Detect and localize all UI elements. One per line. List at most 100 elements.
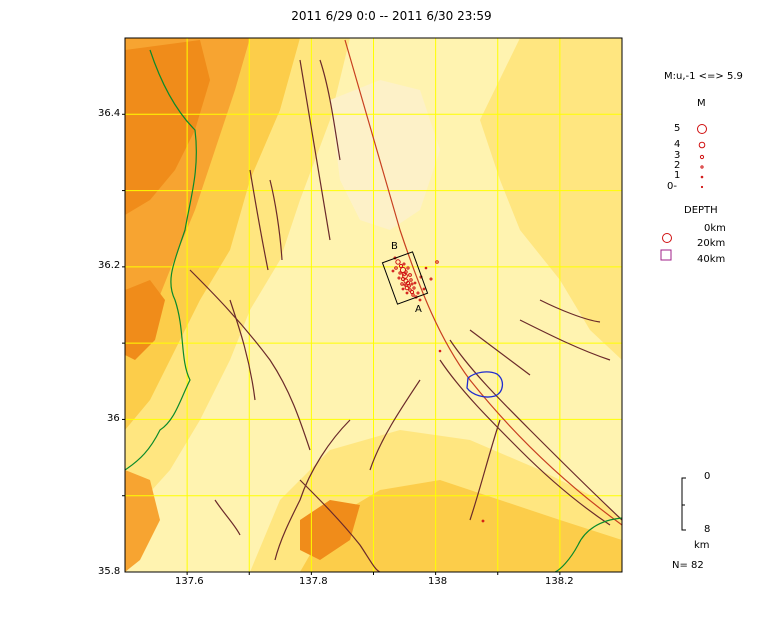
mag-3-symbol	[699, 154, 705, 160]
epicenter-marker	[409, 278, 413, 282]
epicenter-marker	[406, 266, 410, 270]
suwa-lake	[466, 371, 504, 398]
lat-tick-label: 36.2	[98, 260, 121, 271]
lon-tick-label: 138.2	[545, 576, 574, 587]
depth-scale-bracket	[681, 477, 686, 531]
epicenter-marker	[403, 283, 407, 287]
epicenter-marker	[398, 263, 404, 269]
prefecture-border-west	[125, 49, 197, 471]
epicenter-marker	[438, 349, 442, 353]
lat-tick-label: 35.8	[98, 566, 121, 577]
depth-level-label: 40km	[697, 254, 726, 265]
epicenter-marker	[404, 285, 410, 291]
graticule	[125, 38, 622, 572]
relief-layer	[125, 38, 622, 572]
epicenter-marker	[411, 293, 415, 297]
lon-tick-label: 137.8	[299, 576, 328, 587]
epicenter-marker	[402, 262, 406, 266]
epicenter-marker	[394, 266, 398, 270]
epicenter-marker	[481, 519, 485, 523]
epicenter-marker	[398, 271, 402, 275]
epicenter-marker	[429, 277, 433, 281]
fault-lines	[189, 59, 622, 572]
epicenter-marker	[401, 287, 405, 291]
event-count: N= 82	[672, 560, 704, 571]
depth-20km-symbol	[660, 249, 672, 261]
epicenter-marker	[418, 298, 422, 302]
epicenter-marker	[413, 281, 417, 285]
fault-trace	[229, 299, 256, 401]
epicenter-marker	[395, 259, 401, 265]
epicenter-marker	[397, 276, 401, 280]
cross-section-box	[381, 251, 429, 305]
fault-trace	[449, 339, 622, 521]
fault-trace	[269, 179, 283, 261]
mag-level-label: 4	[674, 139, 681, 150]
lat-tick-label: 36.4	[98, 108, 121, 119]
mag-level-label: 1	[674, 170, 681, 181]
fault-trace	[319, 59, 341, 161]
depth-scale-bar	[681, 477, 686, 531]
magnitude-legend-symbols	[697, 124, 707, 189]
mag-level-label: 5	[674, 123, 681, 134]
scale-top-label: 0	[704, 471, 711, 482]
relief-mid-zone-east	[480, 38, 622, 360]
lat-tick-label: 36	[107, 413, 120, 424]
epicenter-marker	[435, 260, 439, 264]
depth-level-label: 0km	[704, 223, 726, 234]
prefecture-border-southeast	[554, 517, 622, 572]
mag-0-symbol	[700, 185, 704, 189]
fault-trace	[299, 479, 381, 572]
epicenter-marker	[412, 286, 416, 290]
mag-level-label: 2	[674, 160, 681, 171]
depth-0km-symbol	[662, 233, 672, 243]
fault-trace	[469, 419, 501, 521]
mag-4-symbol	[698, 141, 706, 149]
magnitude-range: M:u,-1 <=> 5.9	[664, 71, 743, 82]
lon-tick-label: 138	[428, 576, 448, 587]
fault-trace	[469, 329, 531, 376]
epicenter-marker	[404, 270, 408, 274]
figure-title: 2011 6/29 0:0 -- 2011 6/30 23:59	[291, 9, 492, 23]
fault-trace	[214, 499, 241, 536]
axis-ticks	[122, 113, 561, 575]
fault-trace	[439, 359, 611, 526]
scale-bottom-label: 8	[704, 524, 711, 535]
mag-level-label: 0-	[667, 181, 677, 192]
depth-level-label: 20km	[697, 238, 726, 249]
epicenter-marker	[405, 291, 409, 295]
epicenter-marker	[410, 282, 414, 286]
mag-2-symbol	[700, 165, 704, 169]
relief-peak-zone-west	[125, 280, 165, 360]
epicenter-marker	[408, 288, 412, 292]
epicenter-marker	[409, 289, 415, 295]
fault-trace	[539, 299, 601, 323]
epicenter-marker	[400, 282, 404, 286]
fault-trace	[274, 419, 351, 561]
epicenter-marker	[402, 273, 408, 279]
epicenter-marker	[391, 269, 395, 273]
fault-trace	[189, 269, 311, 451]
relief-peak-zone-south	[300, 500, 360, 560]
relief-high-zone-se	[300, 480, 622, 572]
mag-level-label: 3	[674, 150, 681, 161]
scale-unit-label: km	[694, 540, 710, 551]
fault-trace	[299, 59, 331, 241]
epicenter-marker	[408, 273, 412, 277]
section-label-b: B	[391, 241, 398, 252]
basin-lowland	[330, 80, 440, 230]
active-fault-line	[344, 39, 622, 526]
mag-5-symbol	[697, 124, 707, 134]
depth-legend-symbols	[660, 233, 672, 261]
depth-heading: DEPTH	[684, 205, 718, 216]
mag-1-symbol	[700, 175, 704, 179]
relief-peak-zone	[125, 40, 210, 215]
section-label-a: A	[415, 304, 422, 315]
magnitude-heading: M	[697, 98, 706, 109]
epicenter-marker	[424, 266, 428, 270]
epicenter-marker	[422, 287, 426, 291]
fault-trace	[369, 379, 421, 471]
epicenter-marker	[416, 291, 420, 295]
fault-trace	[519, 319, 611, 361]
